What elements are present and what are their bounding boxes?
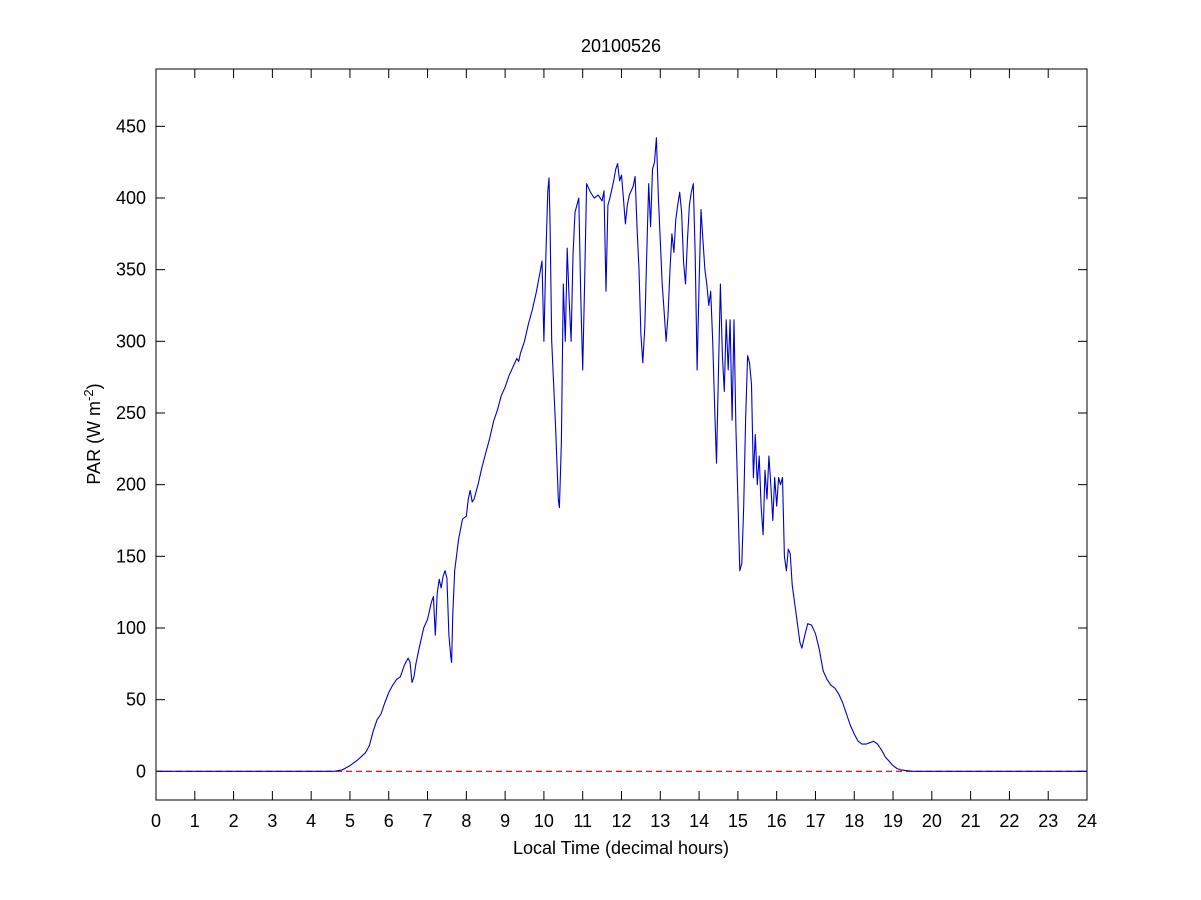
x-tick-label: 7 (423, 811, 433, 831)
x-tick-label: 9 (500, 811, 510, 831)
y-axis-label-suffix: ) (84, 383, 104, 389)
y-tick-label: 0 (136, 761, 146, 781)
x-tick-label: 24 (1077, 811, 1097, 831)
x-tick-label: 6 (384, 811, 394, 831)
x-tick-label: 14 (689, 811, 709, 831)
x-tick-label: 20 (922, 811, 942, 831)
x-tick-label: 13 (650, 811, 670, 831)
y-tick-label: 150 (116, 546, 146, 566)
y-tick-label: 450 (116, 116, 146, 136)
y-tick-label: 250 (116, 403, 146, 423)
x-tick-label: 4 (306, 811, 316, 831)
series-layer (156, 137, 1087, 772)
x-tick-label: 15 (728, 811, 748, 831)
x-tick-label: 0 (151, 811, 161, 831)
y-axis-label-superscript: -2 (81, 389, 96, 401)
y-tick-label: 350 (116, 260, 146, 280)
x-tick-label: 21 (961, 811, 981, 831)
y-tick-label: 400 (116, 188, 146, 208)
y-tick-label: 300 (116, 331, 146, 351)
x-axis-label: Local Time (decimal hours) (513, 838, 729, 858)
x-tick-label: 3 (267, 811, 277, 831)
x-tick-label: 18 (844, 811, 864, 831)
x-tick-label: 16 (767, 811, 787, 831)
x-tick-label: 5 (345, 811, 355, 831)
y-tick-label: 200 (116, 475, 146, 495)
y-tick-label: 100 (116, 618, 146, 638)
par-series-line (156, 137, 1087, 772)
y-axis-label-prefix: PAR (W m (84, 401, 104, 485)
plot-area (155, 68, 1088, 801)
y-tick-label: 50 (126, 690, 146, 710)
x-tick-label: 12 (611, 811, 631, 831)
x-tick-label: 11 (573, 811, 592, 831)
x-tick-label: 17 (805, 811, 825, 831)
y-axis-label: PAR (W m-2) (81, 383, 104, 484)
axis-ticks: 0 1 2 3 4 5 6 7 8 9 10 11 12 13 14 15 16 17 18 19 20 21 22 23 24… (116, 69, 1097, 831)
x-tick-label: 1 (190, 811, 200, 831)
x-tick-label: 19 (883, 811, 903, 831)
x-tick-label: 10 (534, 811, 554, 831)
x-tick-label: 2 (229, 811, 239, 831)
x-tick-label: 8 (461, 811, 471, 831)
chart-title: 20100526 (581, 36, 661, 56)
x-tick-label: 23 (1038, 811, 1058, 831)
x-tick-label: 22 (999, 811, 1019, 831)
